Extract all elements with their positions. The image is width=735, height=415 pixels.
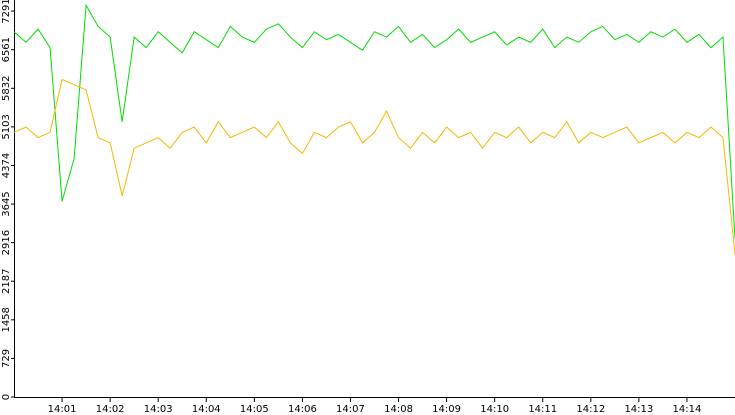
- x-tick-label: 14:14: [673, 404, 702, 415]
- y-tick-label: 4374: [1, 153, 12, 178]
- x-tick-label: 14:09: [432, 404, 461, 415]
- y-tick-label: 2916: [1, 230, 12, 255]
- x-tick-label: 14:02: [96, 404, 125, 415]
- x-tick-label: 14:08: [384, 404, 413, 415]
- x-tick-label: 14:05: [240, 404, 269, 415]
- y-tick-label: 0: [1, 394, 12, 400]
- x-tick-label: 14:03: [144, 404, 173, 415]
- y-tick-label: 6561: [1, 37, 12, 62]
- x-tick-label: 14:10: [480, 404, 509, 415]
- y-tick-label: 729: [1, 349, 12, 368]
- y-tick-label: 5103: [1, 114, 12, 139]
- x-tick-label: 14:12: [576, 404, 605, 415]
- y-tick-label: 5832: [1, 76, 12, 101]
- series-line: [13, 78, 735, 255]
- x-tick-label: 14:07: [336, 404, 365, 415]
- y-tick-label: 3645: [1, 191, 12, 216]
- x-tick-label: 14:06: [288, 404, 317, 415]
- y-tick-label: 7291: [1, 0, 12, 24]
- x-tick-label: 14:04: [192, 404, 221, 415]
- y-tick-label: 1458: [1, 307, 12, 332]
- x-tick-label: 14:13: [624, 404, 653, 415]
- x-tick-label: 14:11: [528, 404, 557, 415]
- y-tick-label: 2187: [1, 269, 12, 294]
- series-line: [13, 3, 735, 239]
- x-tick-label: 14:01: [48, 404, 77, 415]
